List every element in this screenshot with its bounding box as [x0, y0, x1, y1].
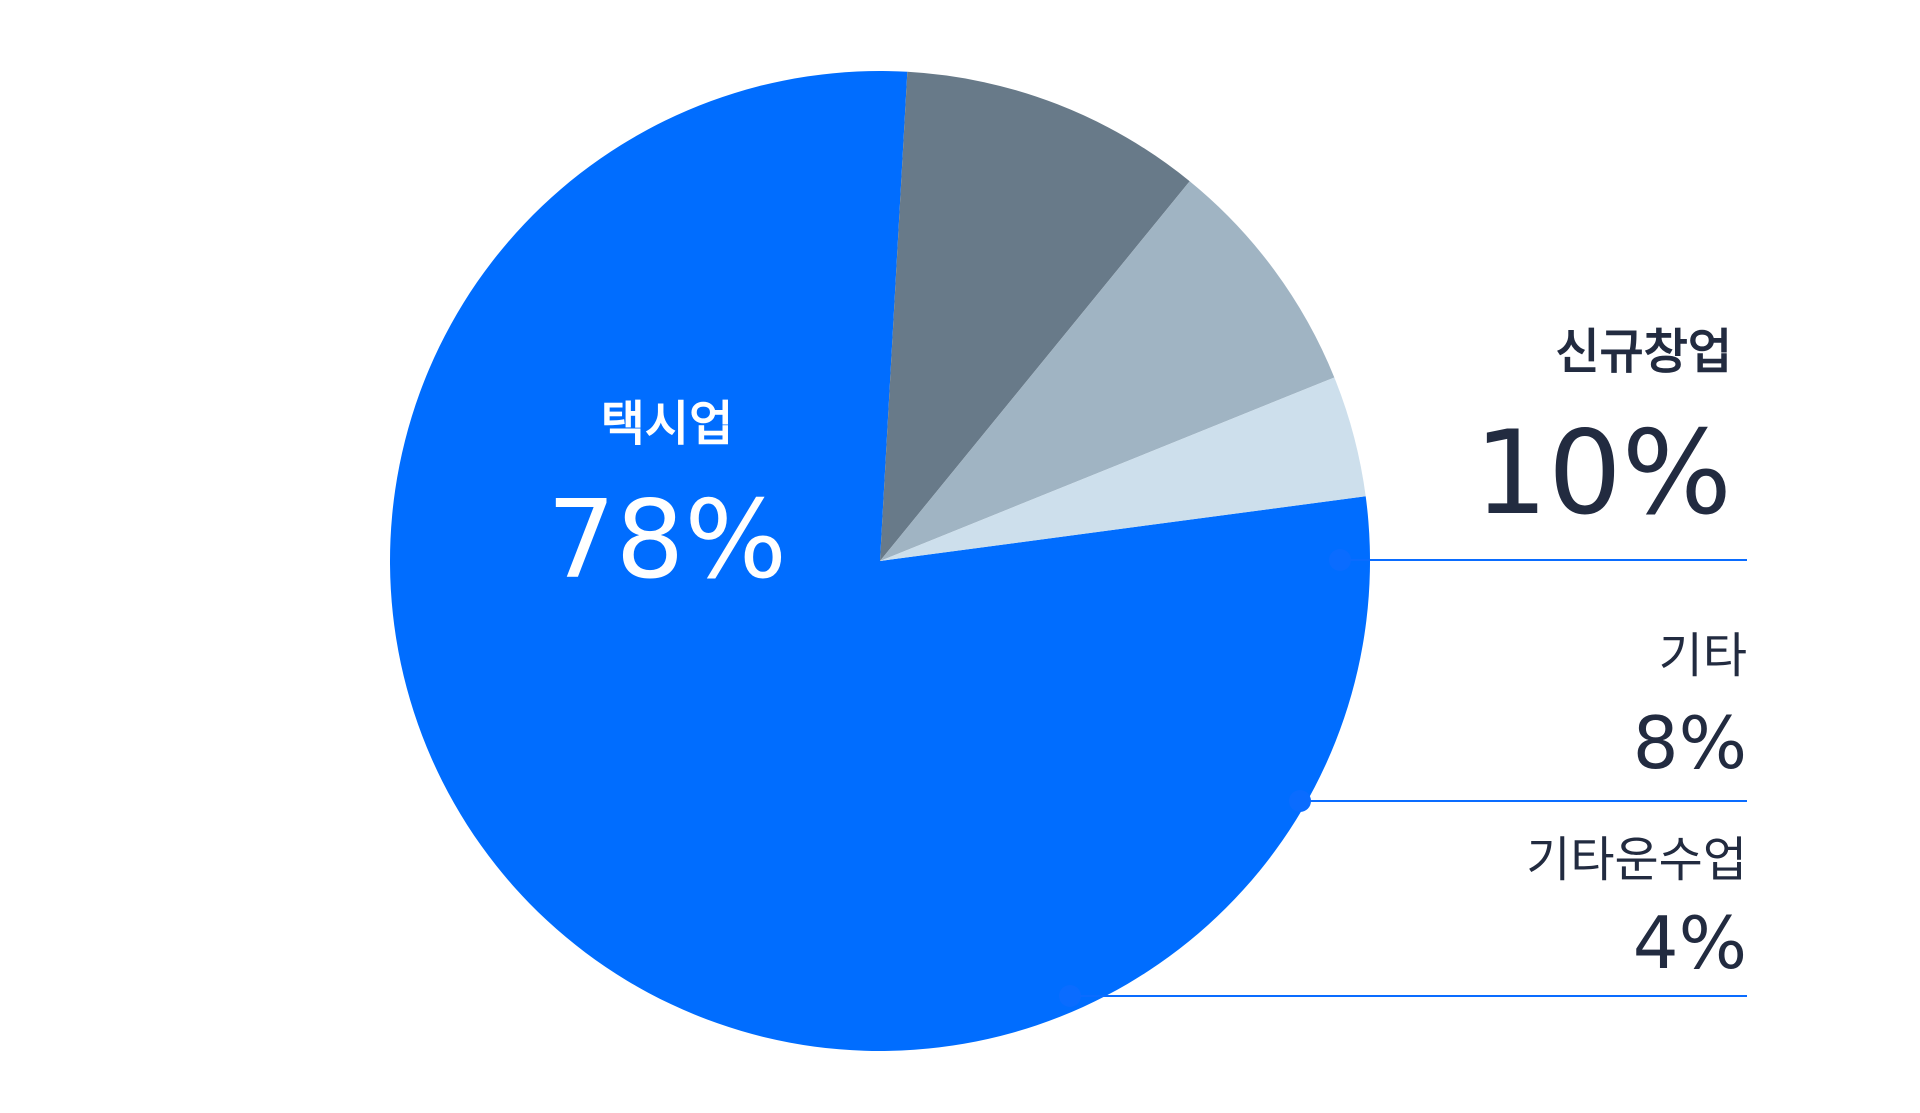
- slice-new-startup: [880, 71, 1190, 561]
- leader-dot-new-startup: [1329, 549, 1351, 571]
- pie-slices: [389, 70, 1371, 1052]
- slice-labels: 택시업 78% 신규창업 10% 기타 8% 기타운수업 4%: [547, 324, 1747, 985]
- slice-other: [880, 181, 1335, 561]
- slice-label-other-transport: 기타운수업: [1526, 832, 1747, 888]
- leader-dot-other-transport: [1059, 985, 1081, 1007]
- slice-value-new-startup: 10%: [1474, 406, 1732, 541]
- leader-dot-other: [1289, 790, 1311, 812]
- slice-other-transport: [880, 377, 1366, 561]
- slice-value-taxi: 78%: [547, 478, 787, 603]
- slice-value-other: 8%: [1633, 701, 1747, 785]
- slice-label-taxi: 택시업: [601, 396, 733, 452]
- leader-lines: [1059, 549, 1747, 1007]
- slice-value-other-transport: 4%: [1633, 901, 1747, 985]
- slice-label-new-startup: 신규창업: [1555, 324, 1732, 380]
- slice-label-other: 기타: [1659, 628, 1747, 684]
